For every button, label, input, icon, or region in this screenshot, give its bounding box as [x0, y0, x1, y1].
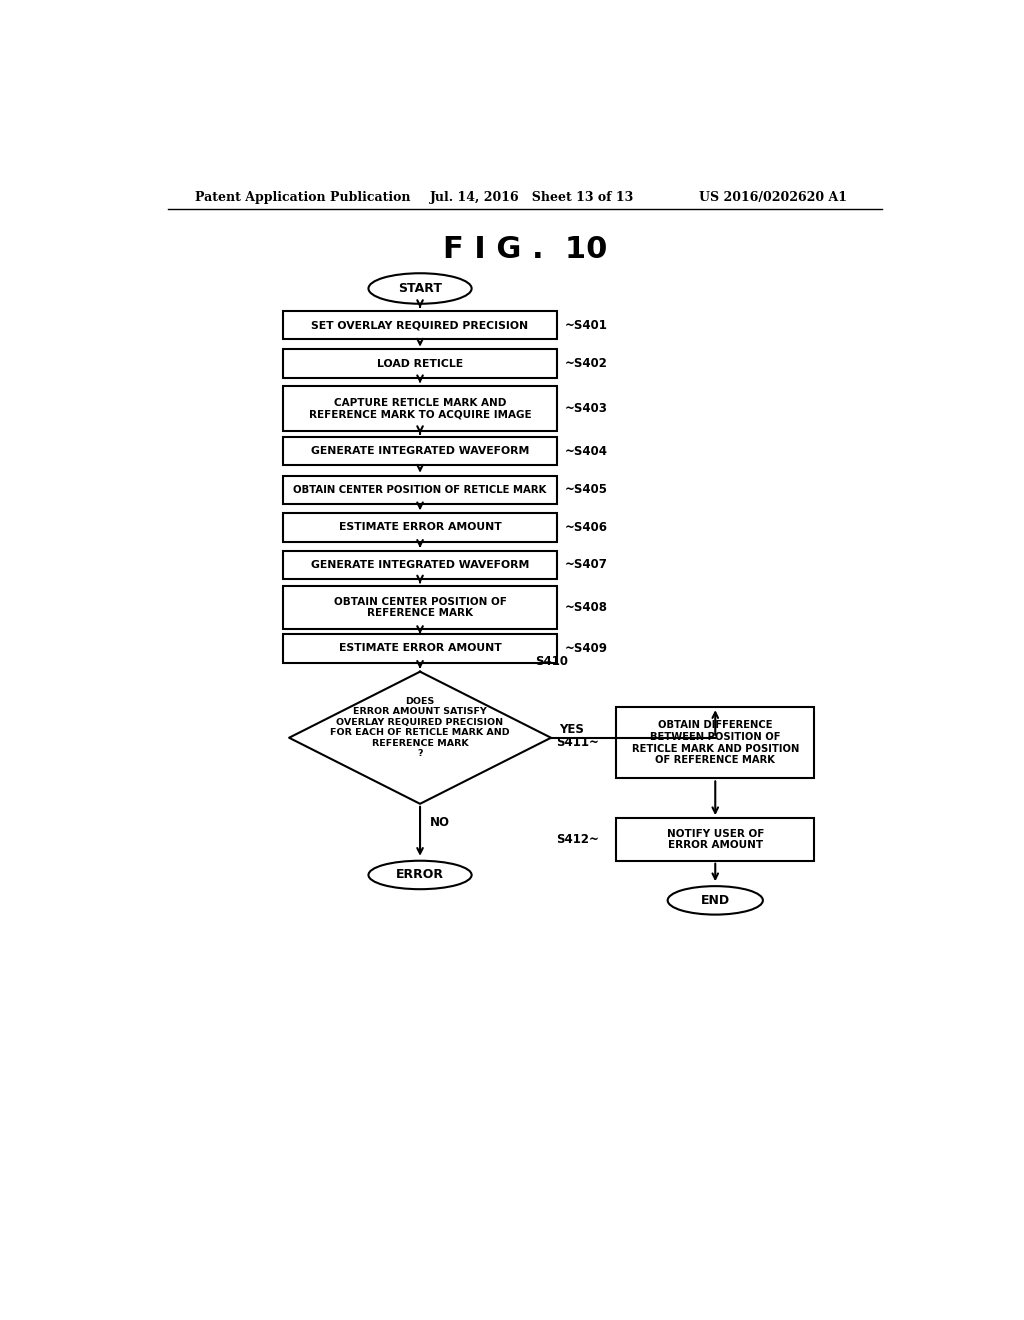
- FancyBboxPatch shape: [284, 475, 557, 504]
- Text: START: START: [398, 282, 442, 294]
- Text: DOES
ERROR AMOUNT SATISFY
OVERLAY REQUIRED PRECISION
FOR EACH OF RETICLE MARK AN: DOES ERROR AMOUNT SATISFY OVERLAY REQUIR…: [330, 697, 510, 758]
- Text: GENERATE INTEGRATED WAVEFORM: GENERATE INTEGRATED WAVEFORM: [311, 446, 529, 457]
- Text: ~S401: ~S401: [565, 318, 608, 331]
- Text: ~S402: ~S402: [565, 358, 608, 370]
- Text: ~S406: ~S406: [565, 521, 608, 533]
- Text: ESTIMATE ERROR AMOUNT: ESTIMATE ERROR AMOUNT: [339, 523, 502, 532]
- Text: ESTIMATE ERROR AMOUNT: ESTIMATE ERROR AMOUNT: [339, 643, 502, 653]
- Text: ~S403: ~S403: [565, 401, 608, 414]
- Text: ~S407: ~S407: [565, 558, 608, 572]
- Text: OBTAIN DIFFERENCE
BETWEEN POSITION OF
RETICLE MARK AND POSITION
OF REFERENCE MAR: OBTAIN DIFFERENCE BETWEEN POSITION OF RE…: [632, 721, 799, 766]
- FancyBboxPatch shape: [284, 634, 557, 663]
- Ellipse shape: [668, 886, 763, 915]
- Text: GENERATE INTEGRATED WAVEFORM: GENERATE INTEGRATED WAVEFORM: [311, 560, 529, 570]
- Text: ~S408: ~S408: [565, 601, 608, 614]
- FancyBboxPatch shape: [284, 312, 557, 339]
- Text: YES: YES: [559, 723, 584, 737]
- Text: S411~: S411~: [557, 737, 599, 750]
- FancyBboxPatch shape: [284, 513, 557, 541]
- FancyBboxPatch shape: [284, 437, 557, 466]
- FancyBboxPatch shape: [284, 550, 557, 579]
- FancyBboxPatch shape: [616, 708, 814, 779]
- Text: OBTAIN CENTER POSITION OF RETICLE MARK: OBTAIN CENTER POSITION OF RETICLE MARK: [293, 484, 547, 495]
- Text: ~S404: ~S404: [565, 445, 608, 458]
- Text: OBTAIN CENTER POSITION OF
REFERENCE MARK: OBTAIN CENTER POSITION OF REFERENCE MARK: [334, 597, 507, 619]
- FancyBboxPatch shape: [284, 385, 557, 430]
- Text: END: END: [700, 894, 730, 907]
- Text: ERROR: ERROR: [396, 869, 444, 882]
- Text: NOTIFY USER OF
ERROR AMOUNT: NOTIFY USER OF ERROR AMOUNT: [667, 829, 764, 850]
- Text: Jul. 14, 2016   Sheet 13 of 13: Jul. 14, 2016 Sheet 13 of 13: [430, 190, 634, 203]
- FancyBboxPatch shape: [284, 350, 557, 378]
- Text: CAPTURE RETICLE MARK AND
REFERENCE MARK TO ACQUIRE IMAGE: CAPTURE RETICLE MARK AND REFERENCE MARK …: [308, 397, 531, 420]
- Text: S410: S410: [536, 655, 568, 668]
- Text: NO: NO: [430, 816, 450, 829]
- Text: SET OVERLAY REQUIRED PRECISION: SET OVERLAY REQUIRED PRECISION: [311, 319, 528, 330]
- Text: LOAD RETICLE: LOAD RETICLE: [377, 359, 463, 368]
- Text: ~S409: ~S409: [565, 642, 608, 655]
- Text: Patent Application Publication: Patent Application Publication: [196, 190, 411, 203]
- Ellipse shape: [369, 273, 472, 304]
- Text: ~S405: ~S405: [565, 483, 608, 496]
- Text: F I G .  10: F I G . 10: [442, 235, 607, 264]
- FancyBboxPatch shape: [616, 818, 814, 861]
- Ellipse shape: [369, 861, 472, 890]
- Text: US 2016/0202620 A1: US 2016/0202620 A1: [699, 190, 848, 203]
- Text: S412~: S412~: [557, 833, 599, 846]
- FancyBboxPatch shape: [284, 586, 557, 630]
